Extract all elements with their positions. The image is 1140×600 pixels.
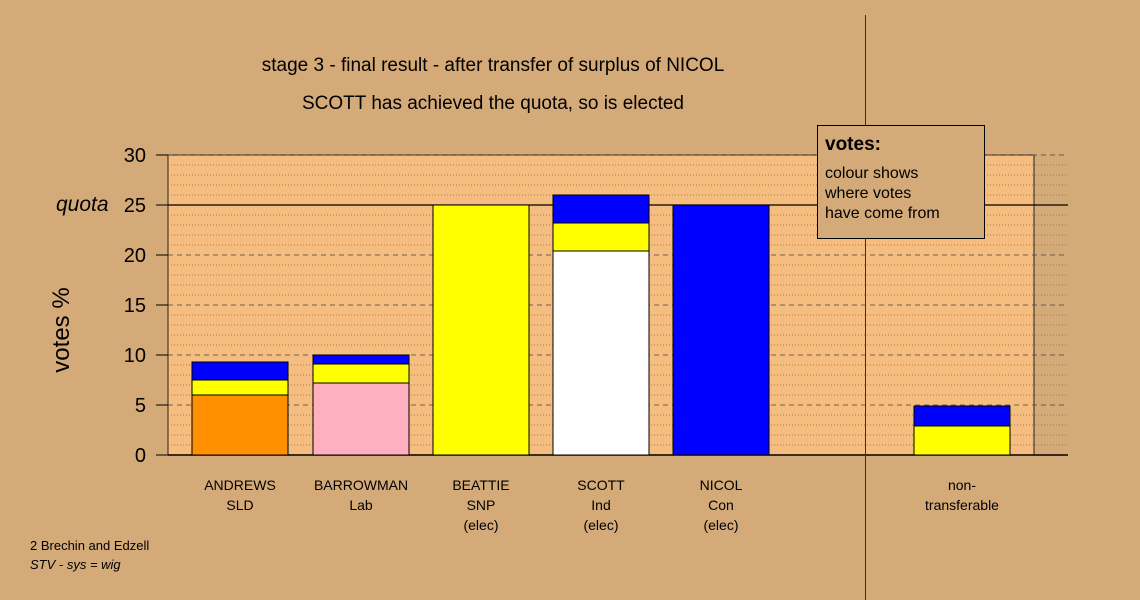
y-tick-label: 10 (124, 345, 146, 367)
x-category-label: SCOTT Ind (elec) (577, 477, 625, 533)
bar-segment (672, 204, 770, 456)
bar-segment (552, 194, 650, 224)
y-tick-label: 0 (135, 445, 146, 467)
chart-title-line2: SCOTT has achieved the quota, so is elec… (302, 93, 684, 114)
bar-segment (191, 379, 289, 396)
bar-segment (312, 382, 410, 456)
bar-segment (552, 250, 650, 456)
bar-segment (191, 394, 289, 456)
bar-segment (913, 405, 1011, 427)
y-tick-label: 5 (135, 395, 146, 417)
x-category-label: BARROWMAN Lab (313, 477, 409, 513)
x-category-label: ANDREWS SLD (204, 477, 276, 513)
bar-segment (191, 361, 289, 381)
legend-title: votes: (825, 134, 881, 155)
chart-title-line1: stage 3 - final result - after transfer … (261, 55, 725, 76)
legend-line: colour shows (825, 165, 919, 182)
bar-segment (432, 204, 530, 456)
bar-segment (312, 354, 410, 365)
quota-label: quota (56, 193, 109, 216)
y-axis-label: votes % (48, 287, 75, 373)
x-category-label: non-transferable (925, 477, 999, 513)
y-tick-label: 30 (124, 145, 146, 167)
bar-segment (312, 363, 410, 384)
bar-segment (552, 222, 650, 252)
legend-line: have come from (825, 205, 940, 222)
nontransferable-divider (865, 15, 866, 600)
y-tick-label: 25 (124, 195, 146, 217)
footer-system: STV - sys = wig (30, 557, 121, 572)
y-tick-label: 15 (124, 295, 146, 317)
footer-constituency: 2 Brechin and Edzell (30, 538, 150, 553)
legend-box: votes: colour shows where votes have com… (817, 125, 985, 239)
x-category-label: BEATTIE SNP (elec) (452, 477, 510, 533)
bar-segment (913, 425, 1011, 456)
x-category-label: NICOL Con (elec) (699, 477, 743, 533)
y-tick-label: 20 (124, 245, 146, 267)
legend-line: where votes (825, 185, 912, 202)
